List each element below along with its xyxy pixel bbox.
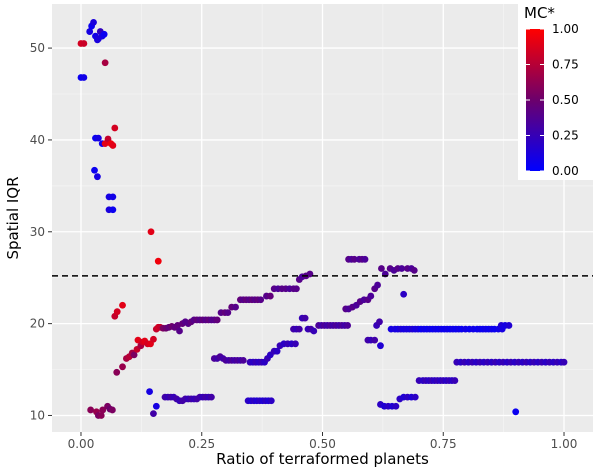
data-point — [512, 408, 520, 416]
y-tick-label: 10 — [30, 408, 45, 422]
data-point — [80, 40, 88, 47]
data-point — [398, 265, 406, 272]
data-point — [94, 134, 102, 142]
data-point — [113, 308, 121, 316]
data-point — [154, 257, 162, 265]
data-point — [109, 206, 117, 214]
data-point — [292, 340, 299, 348]
data-point — [257, 296, 265, 304]
legend-ticks: 0.00 0.25 0.50 0.75 1.00 — [526, 22, 579, 178]
color-legend: MC* 0.00 0.25 0.50 0.75 1.00 — [518, 2, 596, 180]
data-point — [367, 292, 375, 300]
data-point — [80, 74, 88, 81]
data-point — [451, 377, 459, 384]
x-tick-label: 0.00 — [68, 437, 95, 451]
data-point — [293, 285, 300, 293]
x-axis-title: Ratio of terraformed planets — [216, 450, 429, 468]
colorbar — [526, 29, 544, 171]
data-point — [213, 316, 221, 324]
data-point — [505, 322, 513, 329]
data-point — [94, 173, 101, 181]
data-point — [111, 124, 119, 132]
data-point — [239, 356, 247, 364]
legend-title: MC* — [524, 4, 555, 22]
data-point — [150, 335, 157, 343]
data-point — [119, 301, 126, 309]
data-point — [150, 410, 157, 418]
data-point — [344, 322, 352, 329]
data-point — [350, 255, 358, 263]
x-tick-label: 0.75 — [430, 437, 457, 451]
data-point — [152, 402, 160, 410]
x-tick-label: 0.25 — [188, 437, 215, 451]
legend-tick-label: 1.00 — [552, 22, 579, 36]
data-point — [560, 358, 568, 366]
data-point — [146, 388, 153, 395]
x-tick-label: 0.50 — [309, 437, 336, 451]
legend-tick-label: 0.50 — [552, 93, 579, 107]
data-point — [273, 347, 281, 355]
data-point — [410, 266, 418, 274]
data-point — [208, 393, 215, 401]
data-point — [100, 30, 108, 38]
data-point — [99, 406, 107, 414]
data-point — [147, 228, 155, 236]
y-tick-label: 20 — [30, 317, 45, 331]
data-point — [109, 142, 117, 149]
data-point — [378, 265, 385, 272]
y-tick-label: 30 — [30, 225, 45, 239]
data-point — [232, 303, 239, 311]
data-point — [392, 402, 400, 410]
data-point — [108, 406, 116, 414]
data-point — [411, 393, 419, 401]
legend-tick-label: 0.25 — [552, 129, 579, 143]
data-point — [361, 255, 369, 263]
data-point — [176, 327, 183, 335]
data-point — [400, 290, 408, 298]
legend-tick-label: 0.00 — [552, 164, 579, 178]
data-point — [101, 59, 109, 67]
data-point — [113, 368, 121, 376]
data-point — [301, 314, 309, 322]
data-point — [295, 325, 303, 333]
data-point — [90, 18, 97, 26]
data-point — [87, 406, 95, 414]
data-point — [310, 327, 318, 335]
data-point — [86, 28, 94, 35]
legend-tick-label: 0.75 — [552, 58, 579, 72]
data-point — [376, 318, 383, 326]
data-point — [266, 292, 274, 300]
data-point — [224, 309, 232, 317]
data-point — [377, 342, 384, 350]
data-point — [91, 166, 98, 174]
data-point — [97, 412, 105, 419]
data-point — [119, 363, 126, 371]
data-point — [371, 336, 379, 344]
data-point — [109, 193, 117, 201]
data-point — [94, 36, 101, 44]
y-tick-label: 40 — [30, 133, 45, 147]
y-axis-title: Spatial IQR — [4, 176, 22, 259]
data-point — [374, 281, 381, 289]
x-tick-label: 1.00 — [551, 437, 578, 451]
data-point — [267, 397, 275, 405]
x-axis-ticks: 0.00 0.25 0.50 0.75 1.00 — [68, 432, 578, 451]
data-point — [306, 270, 314, 278]
y-axis-ticks: 10 20 30 40 50 — [30, 41, 52, 422]
data-point — [130, 351, 138, 359]
data-point — [498, 325, 506, 333]
y-tick-label: 50 — [30, 41, 45, 55]
